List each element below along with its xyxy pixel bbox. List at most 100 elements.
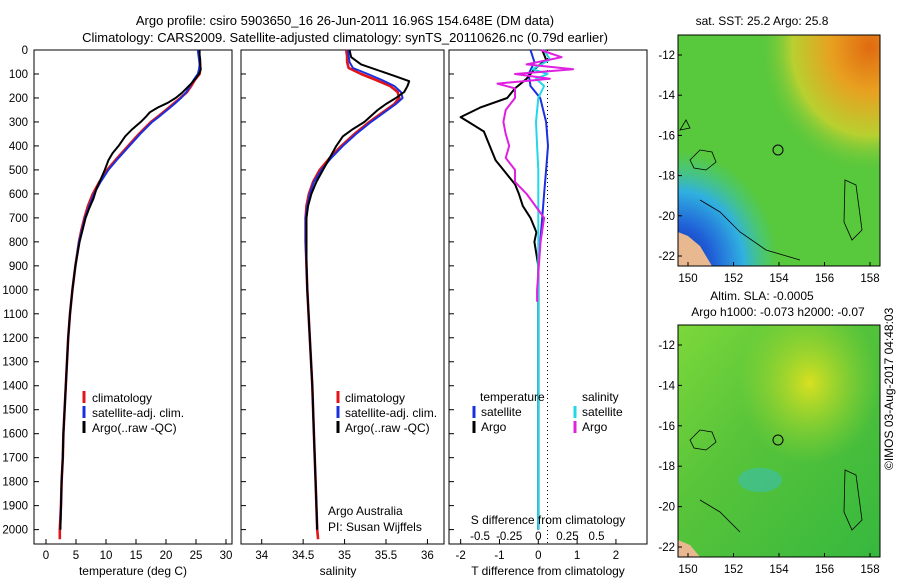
- depth-tick-label: 900: [9, 261, 28, 273]
- series-line-climatology: [304, 49, 401, 540]
- legend-s-argo: Argo: [582, 420, 608, 434]
- temperature-xlabel: temperature (deg C): [79, 564, 187, 578]
- x-tick-label: -2: [456, 550, 466, 562]
- map-y-tick-label: -14: [658, 380, 675, 392]
- x-tick-label: 34.5: [292, 550, 314, 562]
- sst-cool-patch: [678, 35, 880, 266]
- depth-tick-label: 400: [9, 141, 28, 153]
- sal-legend-climatology: climatology: [345, 391, 405, 405]
- sla-map: Altim. SLA: -0.0005 Argo h1000: -0.073 h…: [658, 289, 881, 576]
- depth-tick-label: 1200: [2, 333, 28, 345]
- sla-map-title1: Altim. SLA: -0.0005: [710, 289, 814, 303]
- depth-tick-label: 2000: [2, 525, 28, 537]
- sst-map: sat. SST: 25.2 Argo: 25.8 150 15: [658, 14, 881, 285]
- x-tick-label: 35.5: [375, 550, 397, 562]
- depth-tick-label: 1700: [2, 453, 28, 465]
- map-y-tick-label: -14: [658, 90, 675, 102]
- depth-tick-label: 700: [9, 213, 28, 225]
- series-line-s-satellite: [531, 49, 551, 530]
- t-diff-label: T difference from climatology: [471, 564, 625, 578]
- depth-axis: 0 100 200 300 400 500 600 700 800 900 1000 1100 1200…: [2, 45, 28, 537]
- sst-x-ticks: 150 152 154 156 158: [678, 262, 880, 285]
- legend-argo: Argo(..raw -QC): [92, 421, 177, 435]
- sla-x-ticks: 150 152 154 156 158: [678, 553, 880, 576]
- imos-credit: ©IMOS 03-Aug-2017 04:48:03: [882, 307, 896, 470]
- difference-panel: -2 -1 0 1 2 -0.5 -0.25 0 0.25 0.5 S difference f…: [448, 49, 648, 578]
- temperature-legend: climatology satellite-adj. clim. Argo(..…: [82, 391, 184, 435]
- depth-tick-label: 1100: [3, 309, 28, 321]
- map-y-tick-label: -18: [658, 171, 675, 183]
- s-tick-label: 0.5: [589, 531, 605, 543]
- s-tick-label: -0.25: [496, 531, 522, 543]
- sla-y-ticks: -12 -14 -16 -18 -20 -22: [658, 340, 682, 554]
- x-tick-label: 20: [160, 550, 173, 562]
- sst-map-title: sat. SST: 25.2 Argo: 25.8: [696, 14, 829, 28]
- depth-tick-label: 200: [9, 93, 28, 105]
- salinity-xlabel: salinity: [320, 564, 357, 578]
- series-line-s-argo: [496, 49, 575, 302]
- series-line-climatology: [58, 50, 202, 540]
- x-tick-label: 34: [255, 550, 268, 562]
- legend-climatology: climatology: [92, 391, 152, 405]
- title-line1: Argo profile: csiro 5903650_16 26-Jun-20…: [136, 13, 554, 28]
- sla-land: [678, 540, 700, 557]
- x-tick-label: 35: [338, 550, 351, 562]
- title-line2: Climatology: CARS2009. Satellite-adjuste…: [82, 30, 608, 45]
- depth-tick-label: 1400: [2, 381, 28, 393]
- sla-map-title2: Argo h1000: -0.073 h2000: -0.07: [691, 305, 865, 319]
- map-y-tick-label: -18: [658, 461, 675, 473]
- x-tick-label: -1: [494, 550, 504, 562]
- difference-x-ticks: -2 -1 0 1 2: [449, 49, 619, 562]
- map-y-tick-label: -20: [658, 211, 675, 223]
- x-tick-label: 30: [220, 550, 233, 562]
- map-x-tick-label: 158: [860, 564, 879, 576]
- series-line-satellite: [304, 49, 404, 530]
- map-x-tick-label: 152: [724, 564, 743, 576]
- map-x-tick-label: 156: [815, 564, 834, 576]
- map-y-tick-label: -20: [658, 502, 675, 514]
- depth-tick-label: 1600: [2, 429, 28, 441]
- sst-land: [678, 232, 712, 266]
- x-tick-label: 0: [535, 550, 541, 562]
- salinity-lines: [304, 49, 411, 540]
- depth-tick-label: 1300: [2, 357, 28, 369]
- legend-temperature-header: temperature: [480, 390, 545, 404]
- s-tick-label: -0.5: [470, 531, 490, 543]
- map-x-tick-label: 158: [860, 273, 879, 285]
- depth-tick-label: 1800: [2, 477, 28, 489]
- sst-argo-position: [772, 144, 784, 156]
- depth-tick-label: 1900: [2, 501, 28, 513]
- series-line-argo: [59, 50, 202, 530]
- salinity-legend: climatology satellite-adj. clim. Argo(..…: [336, 391, 437, 435]
- pi-label: PI: Susan Wijffels: [328, 520, 422, 534]
- temperature-axes-frame: [33, 49, 233, 545]
- sla-reefs: [689, 429, 863, 533]
- temperature-lines: [58, 49, 202, 540]
- difference-lines: [459, 49, 575, 530]
- salinity-panel: 34 34.5 35 35.5 36 salinity climatology sate…: [240, 49, 445, 578]
- map-x-tick-label: 154: [769, 273, 789, 285]
- salinity-axes-frame: [240, 49, 445, 545]
- difference-s-ticks: -0.5 -0.25 0 0.25 0.5: [470, 531, 604, 543]
- x-tick-label: 1: [574, 550, 580, 562]
- sla-argo-position: [772, 434, 784, 446]
- difference-axes-frame: [448, 49, 648, 545]
- map-y-tick-label: -22: [658, 542, 675, 554]
- x-tick-label: 5: [73, 550, 79, 562]
- depth-tick-label: 500: [9, 165, 28, 177]
- sla-high-patch: [678, 325, 880, 557]
- legend-salinity-header: salinity: [582, 390, 619, 404]
- map-x-tick-label: 156: [815, 273, 834, 285]
- s-diff-label: S difference from climatology: [471, 513, 626, 527]
- depth-tick-label: 1500: [2, 405, 28, 417]
- map-y-tick-label: -12: [658, 50, 675, 62]
- depth-tick-label: 0: [22, 45, 28, 57]
- map-y-tick-label: -12: [658, 340, 675, 352]
- series-line-satellite: [59, 49, 201, 530]
- sst-y-ticks: -12 -14 -16 -18 -20 -22: [658, 50, 682, 263]
- map-x-tick-label: 150: [678, 564, 697, 576]
- map-x-tick-label: 152: [724, 273, 743, 285]
- sst-reefs: [679, 119, 863, 261]
- x-tick-label: 2: [613, 550, 619, 562]
